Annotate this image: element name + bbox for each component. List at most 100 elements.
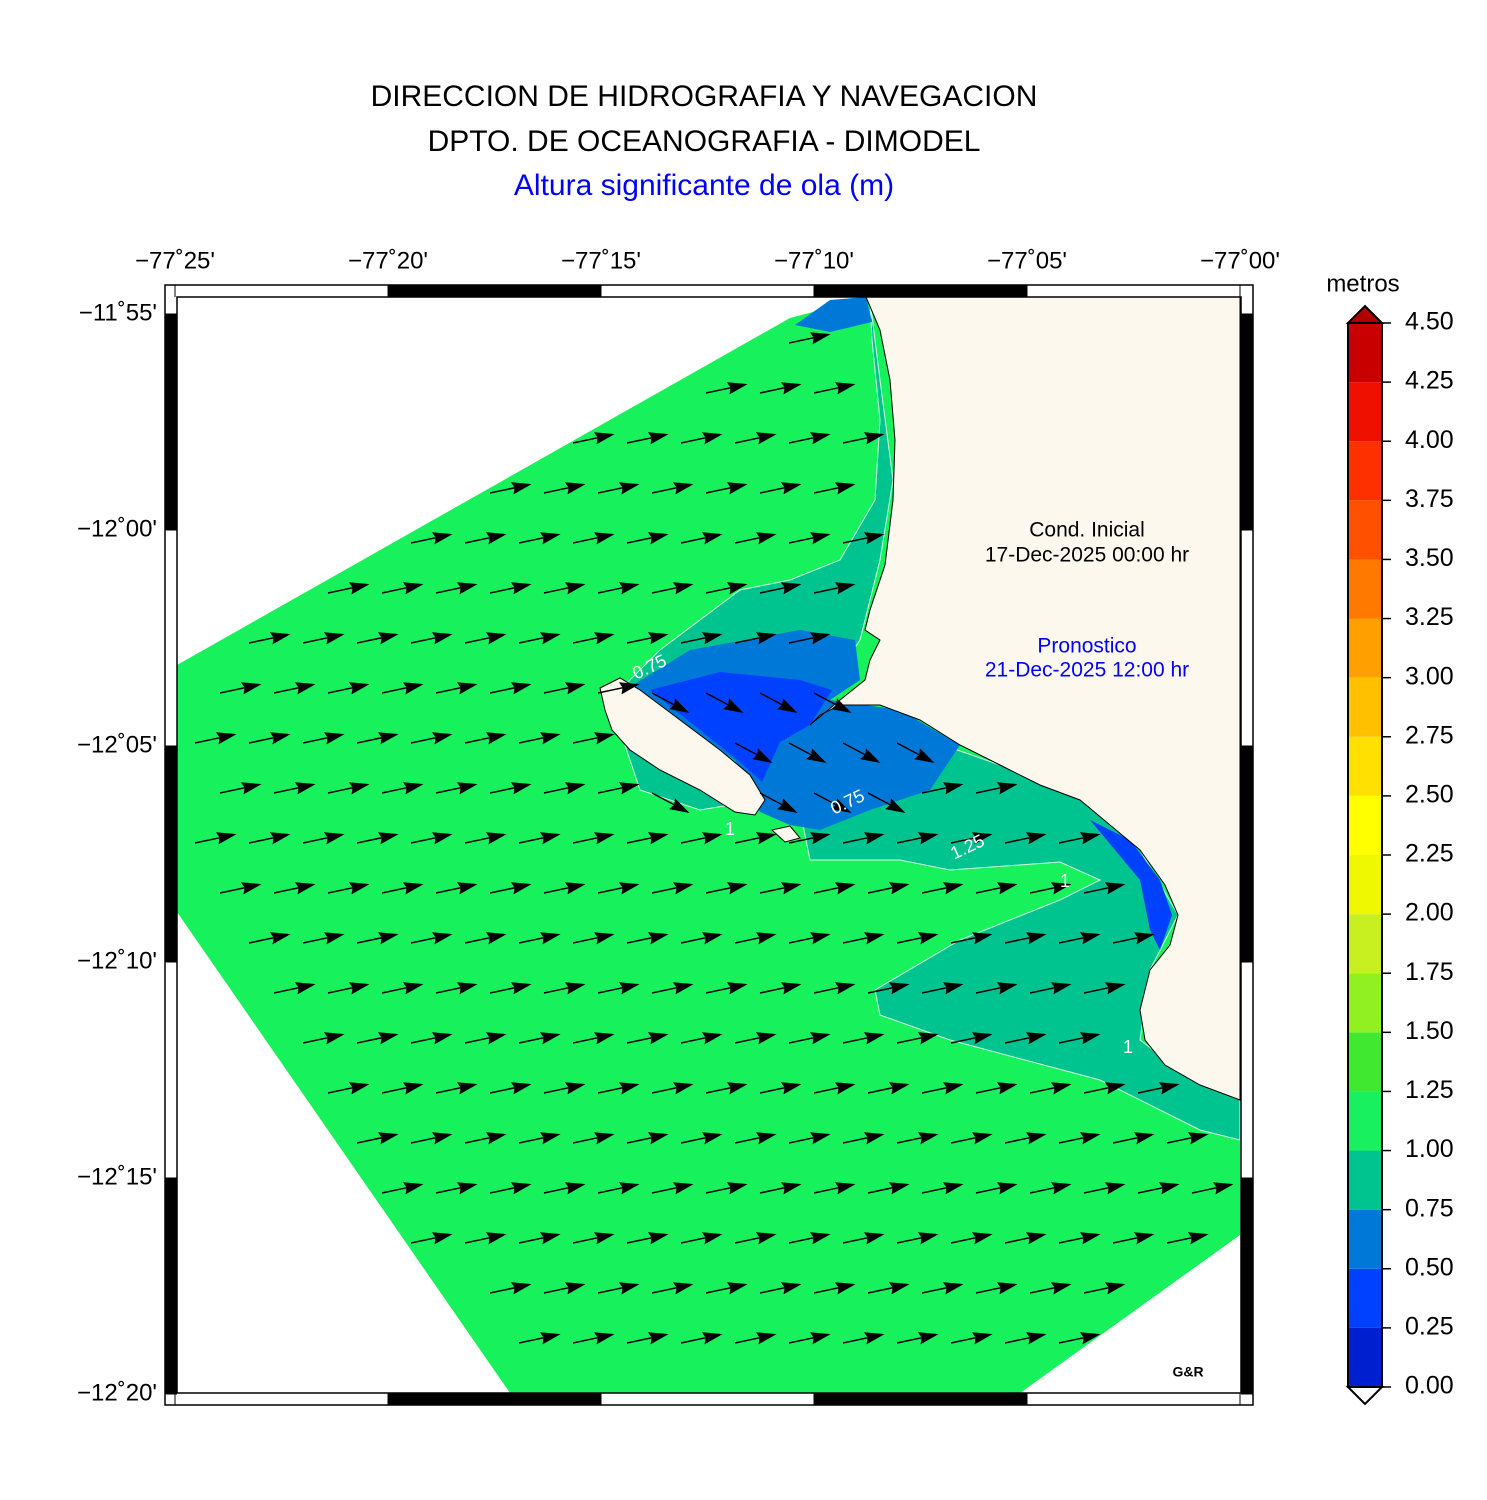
arrow (489, 1182, 532, 1195)
colorbar-tick-label: 4.00 (1405, 426, 1454, 454)
arrow (1083, 1182, 1126, 1195)
arrow (302, 632, 345, 645)
arrow (464, 532, 507, 545)
arrow (273, 782, 316, 795)
arrow (842, 1032, 885, 1045)
arrow (518, 1232, 561, 1245)
arrow (194, 832, 237, 845)
arrow (435, 882, 478, 895)
colorbar-tick-label: 0.50 (1405, 1253, 1454, 1281)
lon-tick-label: −77˚25' (135, 247, 215, 274)
arrow (680, 932, 723, 945)
arrow (410, 1132, 453, 1145)
colorbar-band (1348, 323, 1382, 383)
arrow (842, 1232, 885, 1245)
arrow (410, 632, 453, 645)
arrow (1029, 1082, 1072, 1095)
arrow (410, 832, 453, 845)
colorbar-under (1345, 1386, 1385, 1406)
arrow (597, 782, 640, 795)
arrow (950, 1232, 993, 1245)
arrow (518, 1332, 561, 1345)
arrow (788, 332, 831, 345)
arrow (327, 582, 370, 595)
arrow (1004, 832, 1047, 845)
arrow (626, 532, 669, 545)
arrow (543, 482, 586, 495)
arrow (788, 1232, 831, 1245)
arrow (813, 1182, 856, 1195)
arrow (597, 582, 640, 595)
arrow (896, 1232, 939, 1245)
colorbar-tick-label: 0.00 (1405, 1372, 1454, 1400)
arrow (950, 932, 993, 945)
arrow (921, 1282, 964, 1295)
colorbar-tick-label: 3.25 (1405, 603, 1454, 631)
arrow (842, 742, 881, 763)
arrow (759, 482, 802, 495)
arrow (464, 1132, 507, 1145)
arrow (788, 1132, 831, 1145)
arrow (356, 1032, 399, 1045)
arrow (975, 982, 1018, 995)
arrow (356, 932, 399, 945)
arrow (759, 582, 802, 595)
arrow (813, 882, 856, 895)
arrow (435, 1082, 478, 1095)
arrow (1004, 1232, 1047, 1245)
wave-direction-arrows (194, 332, 1234, 1345)
arrow (1112, 1132, 1155, 1145)
arrow (248, 732, 291, 745)
arrow (356, 1132, 399, 1145)
arrow (410, 732, 453, 745)
arrow (975, 1182, 1018, 1195)
arrow (1004, 932, 1047, 945)
frame-band (1241, 1178, 1253, 1394)
arrow (813, 582, 856, 595)
arrow (1058, 1132, 1101, 1145)
arrow (788, 932, 831, 945)
colorbar-band (1348, 1209, 1382, 1269)
arrow (680, 532, 723, 545)
island (770, 825, 801, 843)
arrow (248, 832, 291, 845)
arrow (248, 932, 291, 945)
arrow (1029, 882, 1072, 895)
arrow (1058, 832, 1101, 845)
arrow (410, 932, 453, 945)
arrow (950, 832, 993, 845)
forecast-date: 21-Dec-2025 12:00 hr (985, 659, 1189, 682)
arrow (1137, 1182, 1180, 1195)
arrow (1004, 1332, 1047, 1345)
arrow (489, 482, 532, 495)
map-frame (164, 284, 1254, 1406)
arrow (759, 882, 802, 895)
arrow (734, 742, 773, 763)
arrow (489, 982, 532, 995)
frame-band (165, 1178, 177, 1394)
arrow (327, 982, 370, 995)
arrow (1083, 1282, 1126, 1295)
arrow (680, 432, 723, 445)
arrow (464, 1032, 507, 1045)
arrow (435, 682, 478, 695)
arrow (734, 1132, 777, 1145)
arrow (489, 782, 532, 795)
initial-date: 17-Dec-2025 00:00 hr (985, 544, 1189, 567)
arrow (950, 1332, 993, 1345)
frame-band (1241, 314, 1253, 530)
arrow (626, 632, 669, 645)
colorbar-band (1348, 736, 1382, 796)
arrow (1004, 1032, 1047, 1045)
arrow (680, 832, 723, 845)
arrow (680, 1232, 723, 1245)
colorbar-title: metros (1326, 270, 1399, 297)
arrow (1029, 982, 1072, 995)
colorbar-tick-label: 3.50 (1405, 544, 1454, 572)
arrow (896, 1332, 939, 1345)
arrow (813, 692, 852, 713)
contour-region (795, 297, 872, 332)
arrow (464, 832, 507, 845)
arrow (705, 692, 744, 713)
arrow (327, 1082, 370, 1095)
